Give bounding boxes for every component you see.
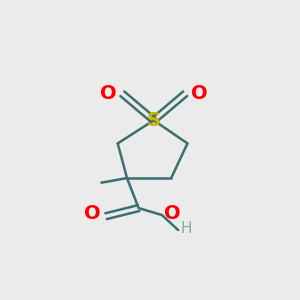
- Text: H: H: [181, 221, 192, 236]
- Text: O: O: [164, 204, 181, 224]
- Text: O: O: [100, 84, 116, 103]
- Text: O: O: [84, 204, 100, 224]
- Text: S: S: [147, 111, 161, 130]
- Text: O: O: [191, 84, 208, 103]
